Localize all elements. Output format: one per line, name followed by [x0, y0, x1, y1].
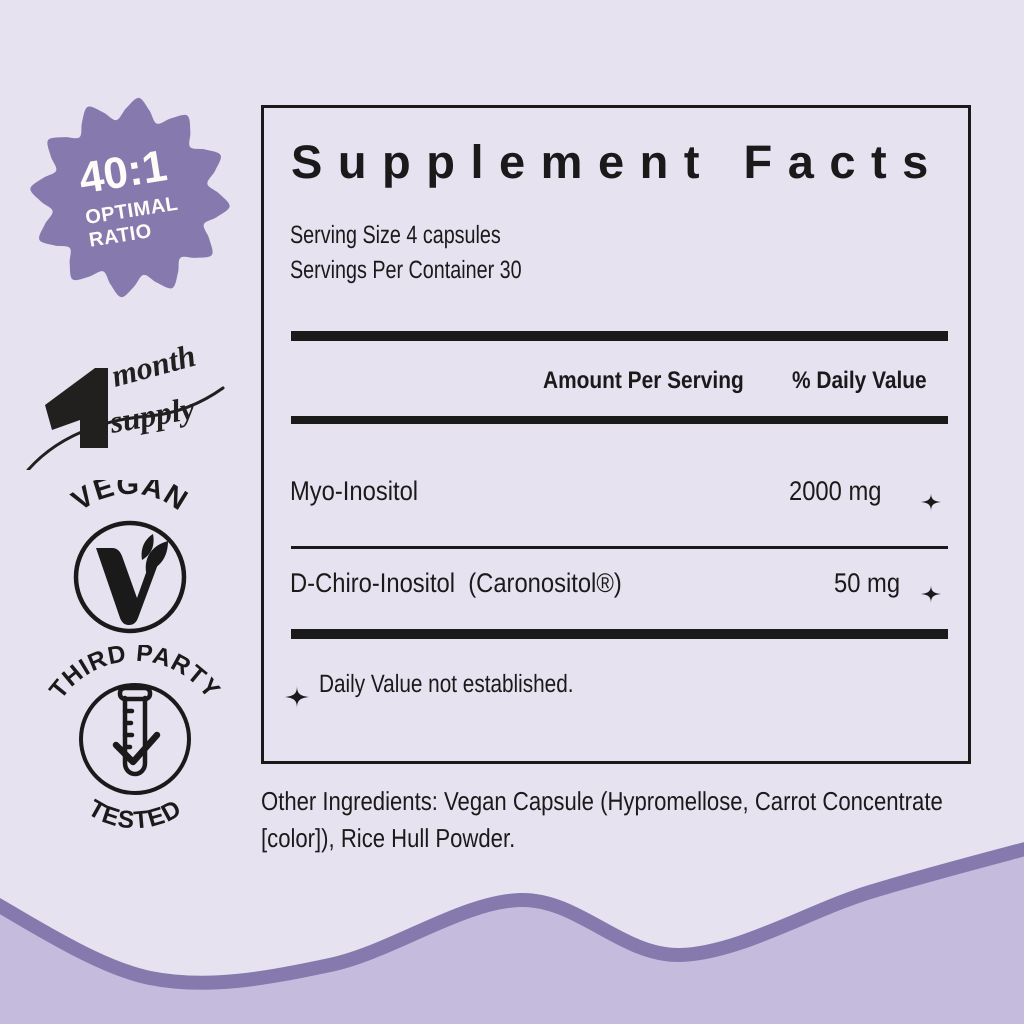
svg-text:TESTED: TESTED: [84, 795, 187, 833]
svg-text:supply: supply: [106, 389, 198, 440]
svg-text:month: month: [107, 337, 199, 394]
svg-text:THIRD PARTY: THIRD PARTY: [45, 645, 226, 704]
svg-text:VEGAN: VEGAN: [66, 480, 193, 517]
